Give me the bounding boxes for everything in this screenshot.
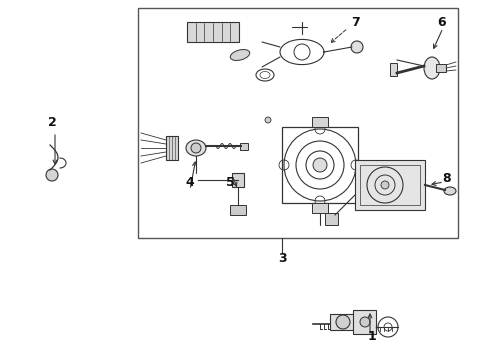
Text: 1: 1 [368,329,376,342]
Circle shape [381,181,389,189]
Circle shape [360,317,370,327]
Text: 3: 3 [278,252,286,265]
Text: 7: 7 [351,15,359,28]
Bar [355,160,425,210]
Bar [232,173,244,187]
Circle shape [336,315,350,329]
Bar [330,314,363,330]
Circle shape [313,158,327,172]
Bar [325,213,338,225]
Ellipse shape [444,187,456,195]
Text: 5: 5 [225,175,234,189]
Ellipse shape [424,57,440,79]
Circle shape [265,117,271,123]
Bar [187,22,239,42]
Text: 8: 8 [442,171,451,184]
Bar [166,136,178,160]
Bar [312,117,328,127]
Circle shape [191,143,201,153]
Bar [436,64,446,72]
Bar [138,8,458,238]
Text: 6: 6 [438,15,446,28]
Bar [282,127,358,203]
Ellipse shape [186,140,206,156]
Text: 4: 4 [186,175,195,189]
Circle shape [351,41,363,53]
Text: 2: 2 [48,116,56,129]
Bar [240,143,248,150]
Bar [353,310,376,334]
Bar [360,165,420,205]
Ellipse shape [230,50,250,60]
Bar [230,205,246,215]
Bar [390,63,397,76]
Bar [312,203,328,213]
Circle shape [46,169,58,181]
